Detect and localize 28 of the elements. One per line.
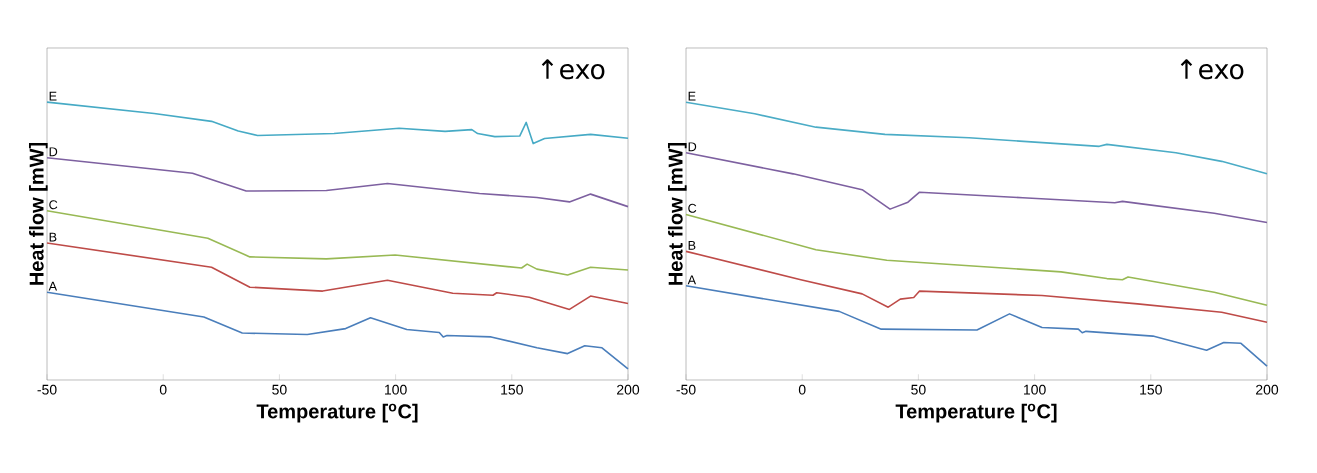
x-tick-label: 200 xyxy=(1256,384,1279,395)
series-label: A xyxy=(687,275,697,285)
y-axis-title: Heat flow [mW] xyxy=(667,142,687,285)
x-axis-title: Temperature [$^{o}$C] xyxy=(895,403,1057,423)
x-tick-label: 50 xyxy=(272,384,287,395)
x-tick-label: 150 xyxy=(1140,384,1162,395)
series-label: E xyxy=(49,91,57,101)
x-tick-label: 100 xyxy=(1023,384,1046,395)
x-tick-label: -50 xyxy=(676,384,696,395)
series-label: D xyxy=(688,142,697,152)
series-label: C xyxy=(49,200,58,210)
text: ↑exo xyxy=(1180,59,1244,80)
series-label: E xyxy=(688,91,696,101)
series-label: D xyxy=(49,147,58,157)
text: ↑exo xyxy=(541,59,605,80)
x-tick-label: 0 xyxy=(798,384,806,395)
x-tick-label: 200 xyxy=(617,384,640,395)
x-tick-label: -50 xyxy=(37,384,57,395)
series-label: A xyxy=(48,281,58,291)
y-axis-title: Heat flow [mW] xyxy=(28,142,48,285)
series-label: C xyxy=(688,203,697,213)
series-label: B xyxy=(688,241,696,250)
x-tick-label: 50 xyxy=(911,384,926,395)
x-tick-label: 100 xyxy=(385,384,407,395)
x-axis-title: Temperature [$^{o}$C] xyxy=(256,403,418,423)
x-tick-label: 0 xyxy=(159,384,167,395)
series-label: B xyxy=(49,232,57,242)
x-tick-label: 150 xyxy=(501,384,523,395)
